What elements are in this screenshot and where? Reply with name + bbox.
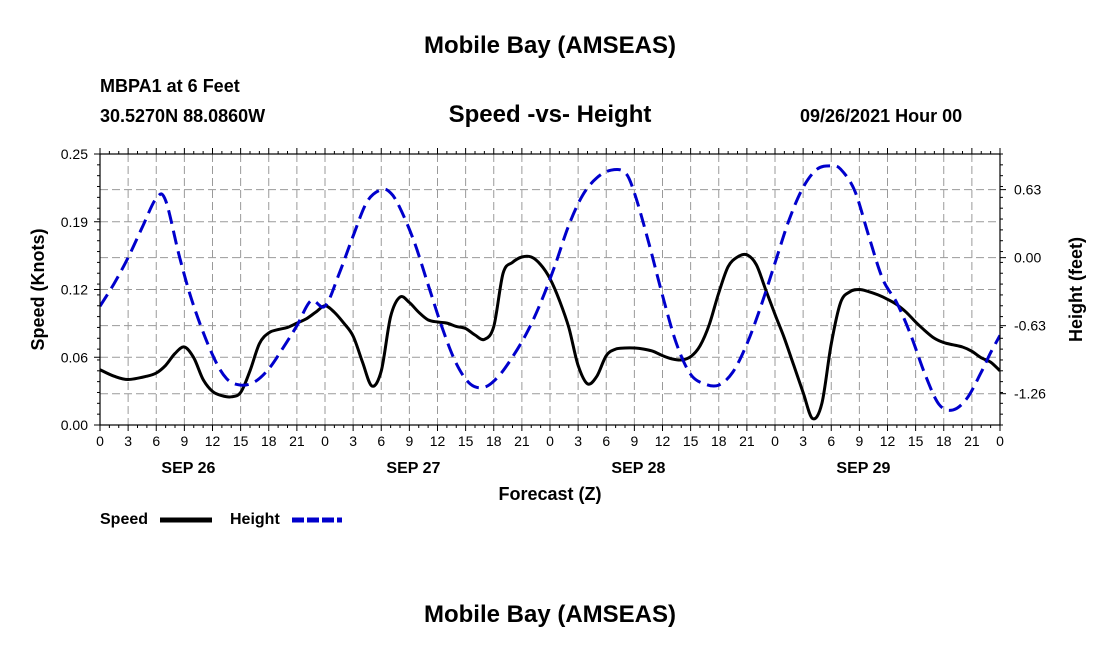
x-tick-label: 15: [683, 433, 699, 449]
legend-label-speed: Speed: [100, 511, 148, 528]
x-tick-label: 6: [602, 433, 610, 449]
x-tick-label: 9: [630, 433, 638, 449]
series-line-height: [100, 164, 1000, 412]
x-tick-label: 0: [546, 433, 554, 449]
x-tick-label: 9: [405, 433, 413, 449]
series-lines: [100, 164, 1000, 421]
y2-tick-label: -1.26: [1014, 386, 1046, 402]
legend: Speed Height: [100, 511, 342, 528]
page-title: Mobile Bay (AMSEAS): [423, 32, 677, 59]
run-timestamp: 09/26/2021 Hour 00: [800, 106, 963, 126]
x-tick-label: 21: [289, 433, 305, 449]
y-tick-label: 0.25: [61, 146, 88, 162]
legend-label-height: Height: [230, 511, 280, 528]
y2-tick-label: 0.00: [1014, 250, 1041, 266]
date-label: SEP 28: [611, 460, 665, 477]
x-tick-label: 0: [96, 433, 104, 449]
y2-axis-title: Height (feet): [1066, 237, 1086, 342]
date-label: SEP 29: [836, 460, 890, 477]
x-tick-label: 3: [799, 433, 807, 449]
x-tick-label: 12: [205, 433, 221, 449]
x-tick-label: 6: [152, 433, 160, 449]
station-coordinates: 30.5270N 88.0860W: [100, 106, 266, 126]
x-tick-label: 18: [486, 433, 502, 449]
x-tick-label: 18: [261, 433, 277, 449]
y-tick-label: 0.06: [61, 349, 88, 365]
x-tick-label: 0: [996, 433, 1004, 449]
x-tick-label: 3: [574, 433, 582, 449]
date-label: SEP 27: [386, 460, 440, 477]
x-tick-label: 12: [430, 433, 446, 449]
x-tick-label: 0: [771, 433, 779, 449]
x-tick-label: 15: [908, 433, 924, 449]
x-tick-label: 3: [349, 433, 357, 449]
x-tick-label: 21: [739, 433, 755, 449]
date-label: SEP 26: [161, 460, 215, 477]
axis-labels: 0 3 6 9 12 15 18 21 0 3 6 9 12 15 18 21 0 3 6 9 12 15 18 21 0 3 6 9…: [28, 146, 1086, 504]
chart-title: Speed -vs- Height: [448, 101, 652, 128]
station-name: MBPA1 at 6 Feet: [100, 76, 240, 96]
plot-frame: [99, 153, 1001, 426]
y-axis-title: Speed (Knots): [28, 228, 48, 350]
y-tick-label: 0.19: [61, 214, 88, 230]
x-tick-label: 15: [458, 433, 474, 449]
footer-title: Mobile Bay (AMSEAS): [423, 601, 677, 628]
y-tick-label: 0.12: [61, 282, 88, 298]
y2-tick-label: 0.63: [1014, 182, 1041, 198]
y2-tick-label: -0.63: [1014, 318, 1046, 334]
x-tick-label: 6: [377, 433, 385, 449]
x-tick-label: 18: [936, 433, 952, 449]
x-tick-label: 15: [233, 433, 249, 449]
x-tick-label: 21: [514, 433, 530, 449]
x-tick-label: 9: [180, 433, 188, 449]
x-tick-label: 0: [321, 433, 329, 449]
x-tick-label: 3: [124, 433, 132, 449]
x-axis-title: Forecast (Z): [498, 484, 601, 504]
series-line-speed: [100, 252, 1000, 421]
x-tick-label: 18: [711, 433, 727, 449]
x-tick-label: 9: [855, 433, 863, 449]
x-tick-label: 6: [827, 433, 835, 449]
y-tick-label: 0.00: [61, 417, 88, 433]
x-tick-label: 21: [964, 433, 980, 449]
x-tick-label: 12: [655, 433, 671, 449]
x-tick-label: 12: [880, 433, 896, 449]
